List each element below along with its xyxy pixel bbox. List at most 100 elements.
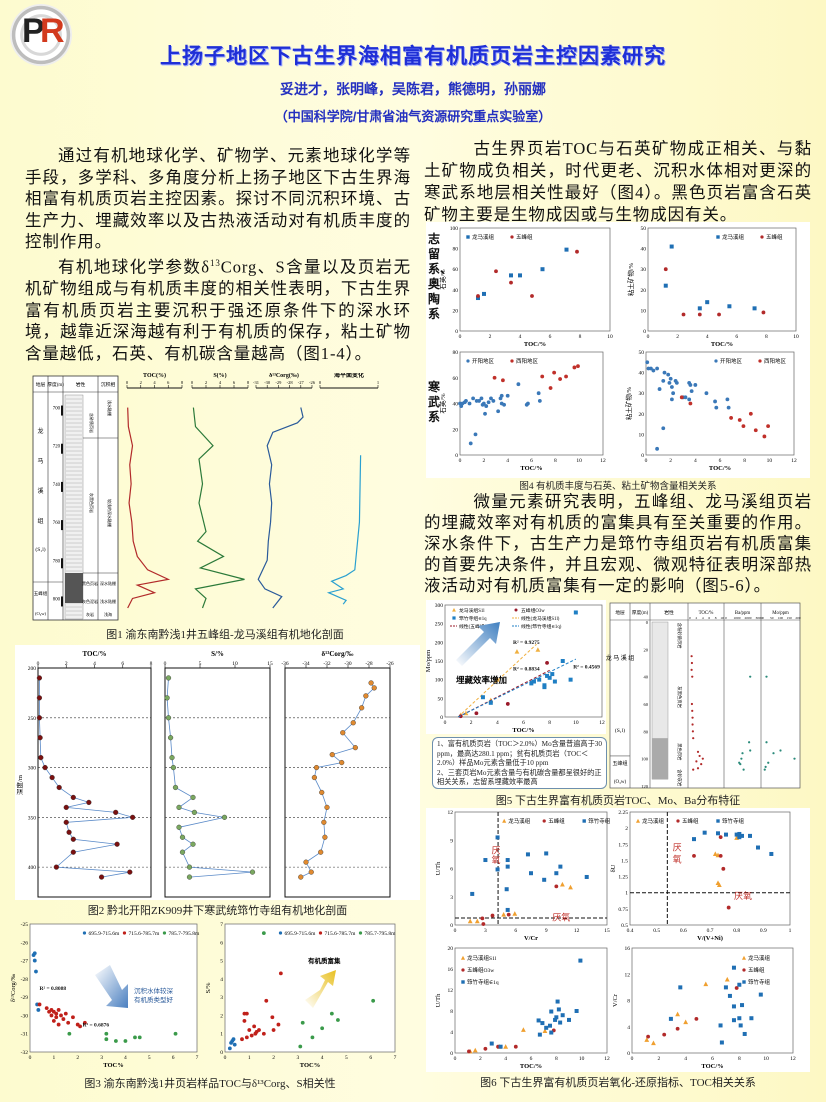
data-point [86,799,92,806]
data-point [548,1023,552,1028]
x-tick-label: 200 [795,616,801,620]
data-point [553,1017,558,1022]
data-point [176,824,182,830]
data-point [763,768,766,771]
y-tick-label: 60 [453,376,459,382]
figure-2-caption: 图2 黔北开阳ZK909井下寒武统筇竹寺组有机地化剖面 [87,905,348,917]
x-axis-label: V/(V+Ni) [697,935,723,942]
data-point [578,958,583,963]
data-point [767,761,770,764]
data-point [66,829,72,835]
data-point [123,1039,128,1043]
x-tick-label: 15 [267,661,273,667]
data-point [568,884,573,890]
data-point [329,1011,334,1016]
legend-label: 龙马溪组 [472,233,495,241]
data-point [298,1044,303,1049]
data-point [681,312,686,317]
data-point [545,660,549,665]
data-point [740,1003,745,1008]
legend-label: 五峰组 [748,966,765,974]
superscript: 13 [209,257,221,268]
data-point [540,267,545,272]
data-point [59,1013,63,1018]
data-point [740,833,744,838]
x-tick-label: 0 [37,661,40,667]
data-point [165,715,172,721]
x-axis-label: TOC/% [711,341,733,348]
data-point [63,804,69,810]
y-tick-label: 6 [450,867,453,873]
logo-letter-r: R [40,12,65,50]
data-point [678,985,683,990]
data-point [49,774,55,781]
x-tick-label: 150 [787,616,793,620]
x-tick-label: 4 [519,334,522,340]
data-point [764,765,767,768]
data-point [54,1011,59,1016]
x-tick-label: 0 [191,380,194,385]
x-tick-label: 12 [791,458,797,464]
data-point [336,1018,340,1022]
data-point [663,267,668,272]
data-point [740,757,743,760]
y-tick-label: 30 [641,267,647,273]
data-point [165,675,172,681]
data-point [688,383,693,387]
x-tick-label: 4 [504,1056,507,1062]
data-point [529,681,534,686]
data-point [278,931,283,935]
data-point [549,1030,554,1035]
x-tick-label: 12 [790,1056,796,1062]
data-point [716,819,720,823]
data-point [731,1018,736,1023]
x-tick-label: 8 [554,458,557,464]
figure-2: 0 2 4 6 8 TOC/% 0 5 10 15 S/% -36 -34 -32 -30 -28 -26 δ¹³… [15,645,420,900]
data-point [661,426,666,431]
legend-label: 西阳地区 [516,357,539,365]
x-axis-label: TOC/% [709,465,731,472]
data-point [737,418,742,422]
x-tick-label: 2 [479,1056,482,1062]
data-point [496,409,501,414]
data-point [56,1008,61,1012]
x-tick-label: 10 [720,616,724,620]
data-point [683,1019,689,1025]
y-tick-label: 20 [639,412,645,418]
data-point [560,1013,565,1018]
data-point [697,306,702,311]
unit-label-char: 溪 [37,487,43,495]
y-tick-label: 16 [625,946,631,952]
figure-4: 志留系、奥陶系 寒武系 0 2 4 6 8 10 0 20 40 60 80 100 TOC/% 石英/%… [426,222,810,478]
legend-label: 线性(五峰组O3w) [459,623,496,630]
plot-frame [224,923,396,1053]
data-point [467,401,472,406]
x-tick-label: 4 [706,334,709,340]
data-point [547,675,552,680]
x-axis-label: TOC% [103,1062,123,1069]
y-tick-label: 250 [435,622,444,628]
y-tick-label: 20 [453,427,459,433]
data-point [697,312,702,317]
data-point [311,774,318,781]
data-point [127,869,133,875]
data-point [718,854,723,858]
data-point [749,749,752,752]
x-tick-label: 0.9 [760,928,767,934]
data-point [731,965,736,970]
x-tick-label: 2 [696,616,698,620]
x-axis-label: TOC/% [520,465,542,472]
x-tick-label: 3 [484,928,487,934]
data-point [752,306,757,311]
legend-label: 五峰组 [682,817,699,825]
y-axis-label: Mo/ppm [426,650,432,672]
legend-label: 开阳地区 [472,357,495,365]
data-point [322,834,328,840]
y-axis-label: δ¹³Corg/‰ [10,973,17,1002]
right-text-1: 古生界页岩TOC与石英矿物成正相关、与黏土矿物成负相关，时代更老、沉积水体相对更… [424,138,812,226]
x-tick-label: 0 [444,720,447,726]
data-point [488,700,493,705]
y-tick-label: 40 [641,247,647,253]
data-point [714,359,718,363]
depth-tick: 0 [646,620,649,625]
